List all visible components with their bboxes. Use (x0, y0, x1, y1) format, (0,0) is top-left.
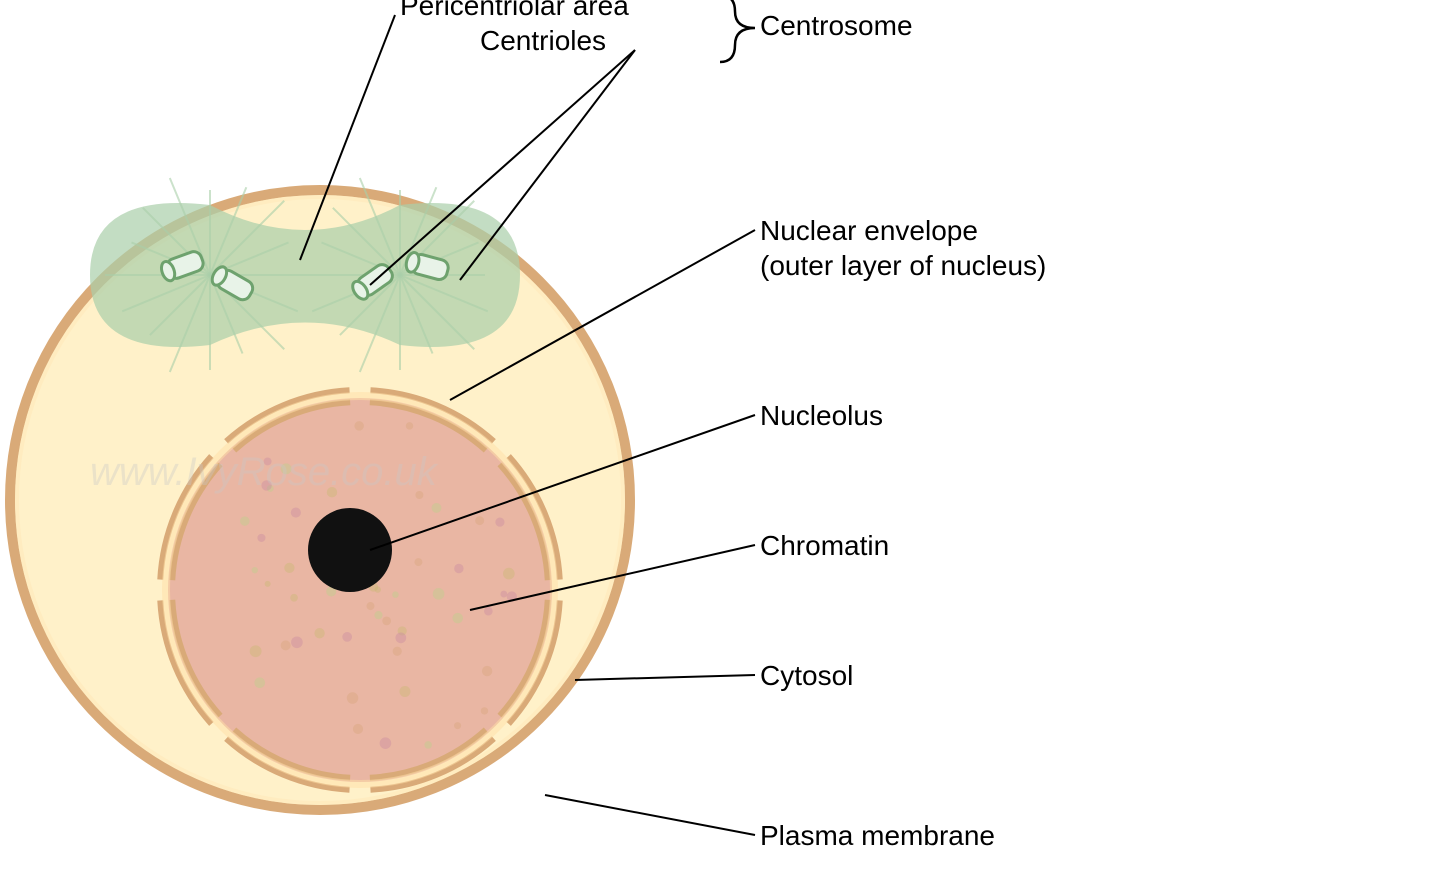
label-nucleolus: Nucleolus (760, 400, 883, 432)
cell-diagram-svg (0, 0, 1440, 884)
label-plasma-membrane: Plasma membrane (760, 820, 995, 852)
label-pericentriolar: Pericentriolar area (400, 0, 629, 22)
label-cytosol: Cytosol (760, 660, 853, 692)
label-nuclear-envelope-2: (outer layer of nucleus) (760, 250, 1046, 282)
label-centrioles: Centrioles (480, 25, 606, 57)
diagram-stage: Pericentriolar area Centrioles Centrosom… (0, 0, 1440, 884)
label-chromatin: Chromatin (760, 530, 889, 562)
label-nuclear-envelope-1: Nuclear envelope (760, 215, 978, 247)
label-centrosome: Centrosome (760, 10, 913, 42)
